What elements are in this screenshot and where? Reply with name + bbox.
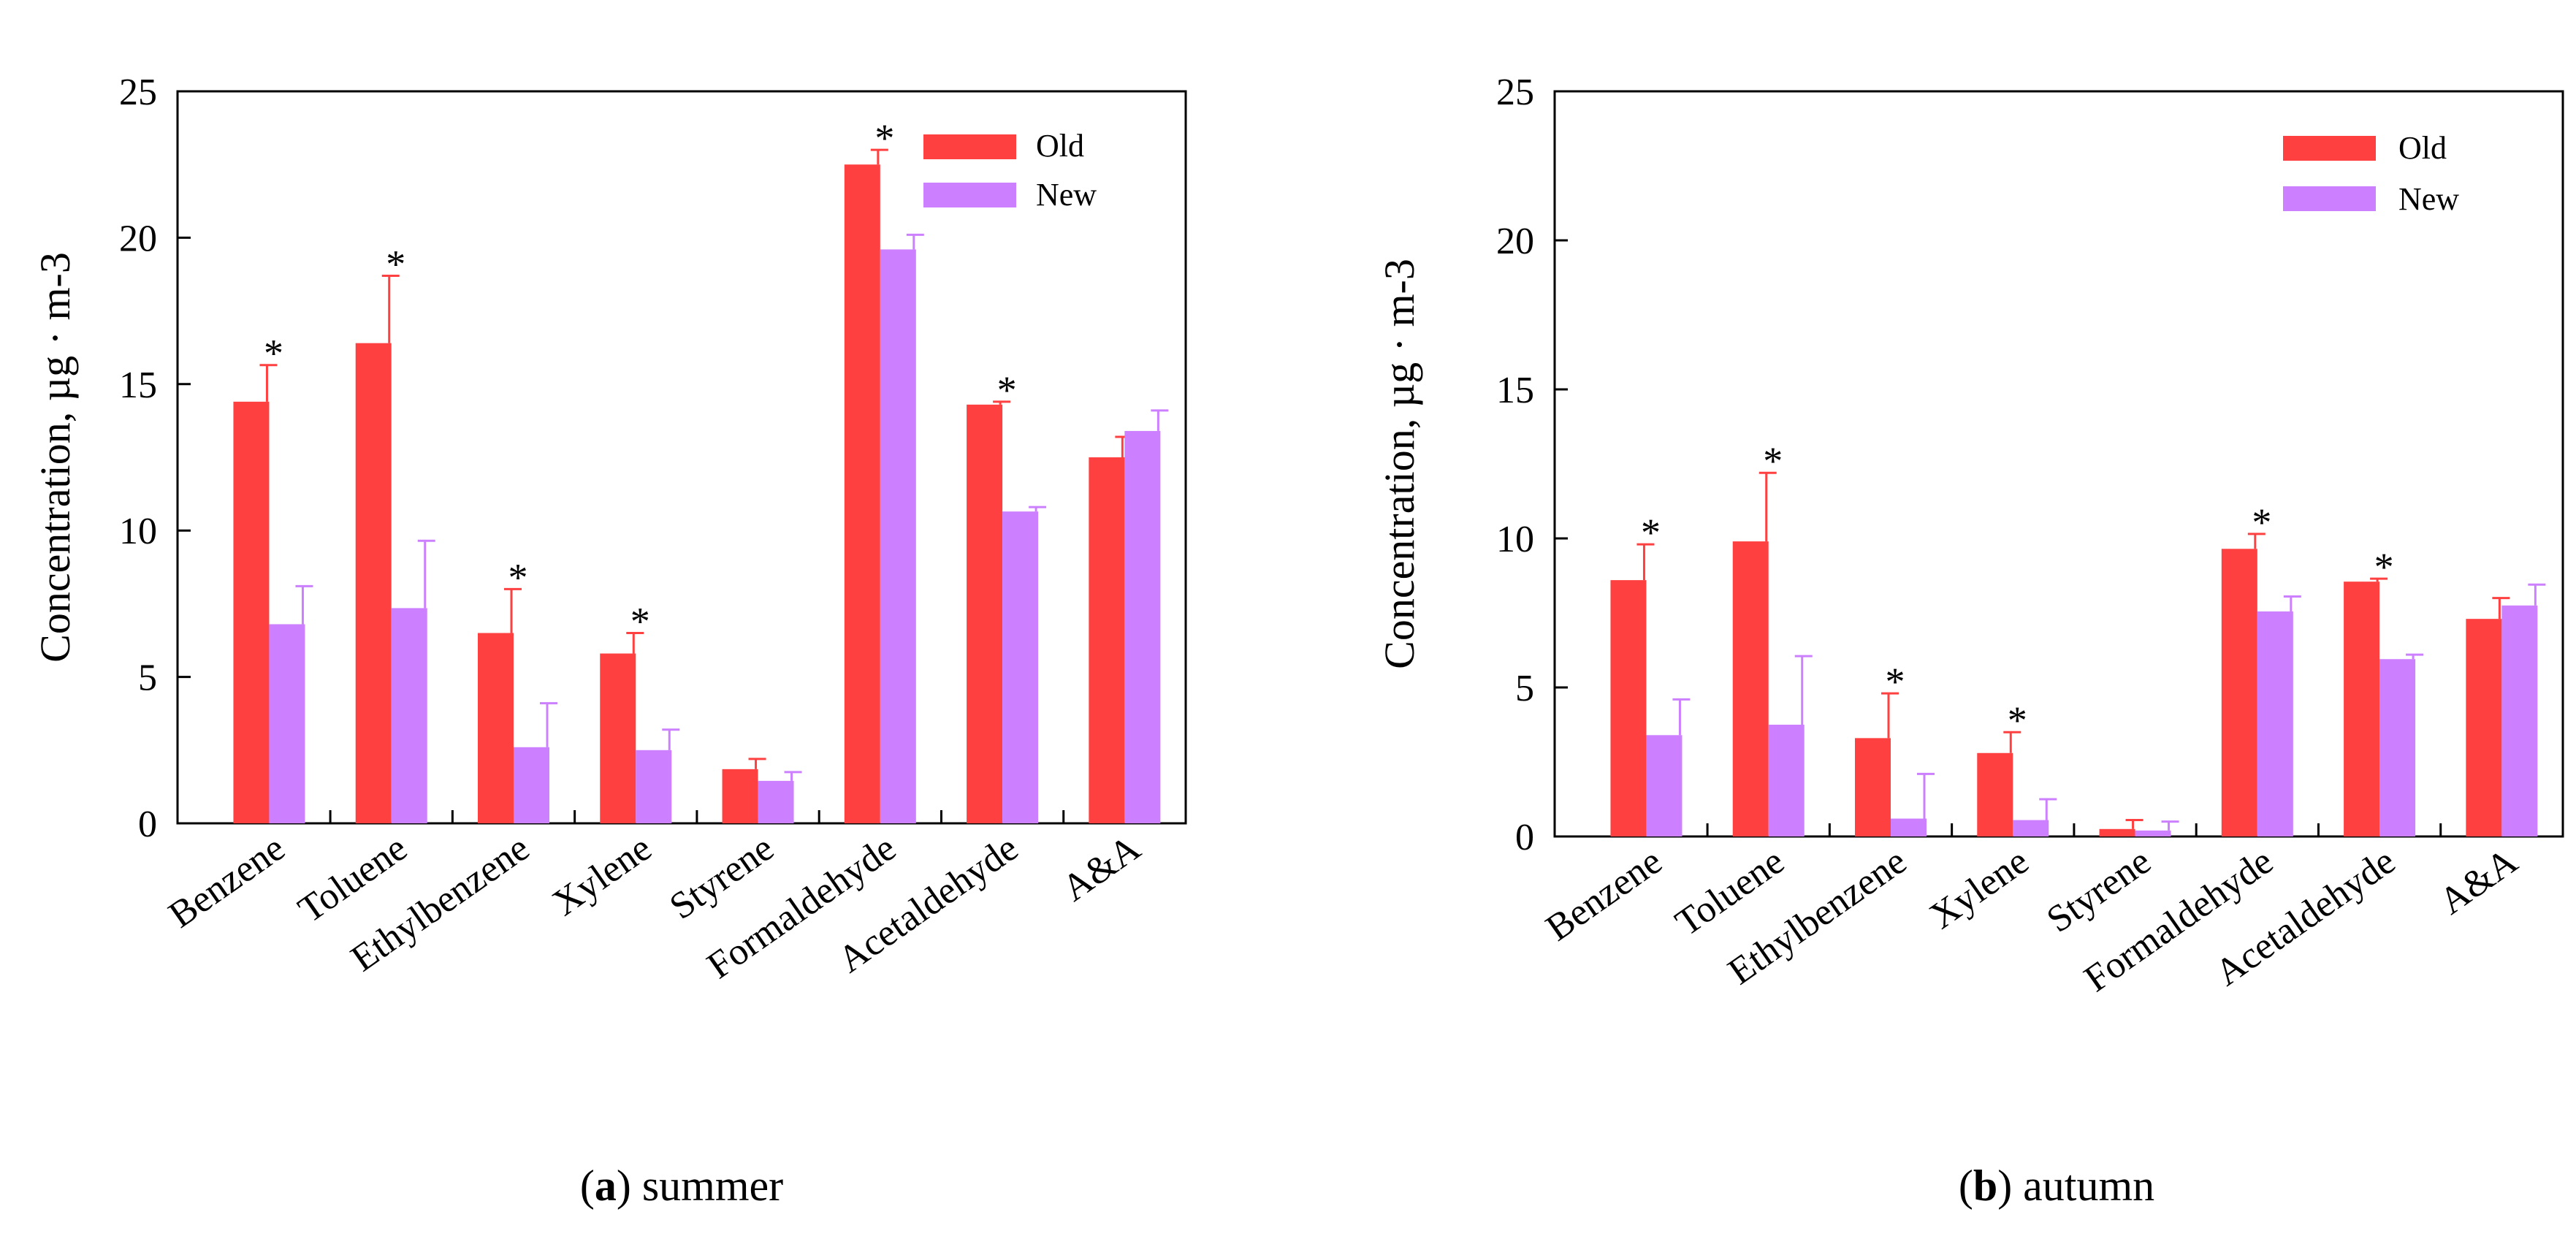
bar-old-toluene <box>355 343 392 823</box>
bar-new-styrene <box>758 780 794 823</box>
bars-group <box>1610 471 2546 836</box>
legend-label-new: New <box>1036 177 1097 213</box>
y-tick-label: 25 <box>1496 72 1534 113</box>
category-label-benzene: Benzene <box>161 827 292 936</box>
legend-swatch-new <box>2283 186 2376 211</box>
bar-old-acetaldehyde <box>967 404 1003 823</box>
bar-new-formaldehyde <box>2257 611 2293 836</box>
bar-old-benzene <box>233 401 270 823</box>
significance-star-toluene: * <box>1763 439 1783 483</box>
y-tick-label: 5 <box>138 657 157 699</box>
significance-star-ethylbenzene: * <box>1886 660 1905 704</box>
bars-group <box>233 148 1169 823</box>
significance-star-benzene: * <box>264 332 283 375</box>
significance-markers: * * * * * * <box>1641 439 2394 742</box>
bar-new-formaldehyde <box>880 249 916 823</box>
bar-new-a-a <box>1124 430 1161 823</box>
significance-star-xylene: * <box>2008 698 2027 742</box>
y-tick-label: 15 <box>119 365 157 406</box>
bar-new-benzene <box>1646 735 1683 836</box>
bar-new-a-a <box>2501 605 2538 836</box>
bar-old-styrene <box>2099 828 2135 836</box>
plot-frame <box>1553 90 2564 838</box>
y-axis: 0 5 10 15 20 25 <box>119 72 191 845</box>
significance-star-formaldehyde: * <box>874 116 894 160</box>
legend-swatch-old <box>2283 136 2376 161</box>
significance-star-formaldehyde: * <box>2252 500 2271 544</box>
plot-frame <box>176 90 1187 825</box>
caption-a: (a) summer <box>580 1162 783 1210</box>
bar-old-formaldehyde <box>2221 549 2257 836</box>
bar-new-toluene <box>391 608 427 823</box>
bar-new-xylene <box>2013 820 2049 836</box>
legend-label-old: Old <box>2398 130 2447 166</box>
category-label-xylene: Xylene <box>1922 840 2036 937</box>
y-tick-label: 10 <box>119 511 157 552</box>
legend-label-new: New <box>2398 181 2459 217</box>
bar-old-styrene <box>722 769 758 823</box>
legend-swatch-new <box>923 183 1016 207</box>
bar-old-xylene <box>600 653 636 823</box>
y-tick-label: 20 <box>119 218 157 259</box>
bar-new-acetaldehyde <box>2379 659 2416 836</box>
caption-letter: b <box>1973 1162 1997 1210</box>
y-tick-label: 5 <box>1515 668 1534 709</box>
caption-b: (b) autumn <box>1959 1162 2154 1210</box>
legend-swatch-old <box>923 134 1016 159</box>
y-axis-title: Concentration, µg · m-3 <box>1376 259 1423 669</box>
y-tick-label: 0 <box>138 804 157 845</box>
category-label-xylene: Xylene <box>545 827 659 924</box>
bar-old-ethylbenzene <box>478 633 514 823</box>
bar-new-benzene <box>269 624 305 823</box>
category-label-a-a: A&A <box>2432 840 2526 923</box>
bar-old-ethylbenzene <box>1855 738 1891 836</box>
legend: Old New <box>923 128 1097 213</box>
bar-old-a-a <box>2466 619 2502 836</box>
legend-label-old: Old <box>1036 128 1084 164</box>
y-axis: 0 5 10 15 20 25 <box>1496 72 1568 858</box>
bar-old-xylene <box>1977 752 2013 836</box>
caption-letter: a <box>595 1162 617 1210</box>
y-tick-label: 15 <box>1496 370 1534 411</box>
caption-text: autumn <box>2023 1162 2154 1210</box>
category-label-benzene: Benzene <box>1539 840 1669 949</box>
bar-new-acetaldehyde <box>1002 511 1039 823</box>
significance-star-toluene: * <box>386 243 405 286</box>
significance-star-acetaldehyde: * <box>997 368 1017 412</box>
y-tick-label: 25 <box>119 72 157 113</box>
significance-markers: * * * * * * <box>264 116 1017 643</box>
bar-old-toluene <box>1732 541 1769 836</box>
significance-star-acetaldehyde: * <box>2374 545 2394 589</box>
bar-new-xylene <box>636 750 672 823</box>
significance-star-ethylbenzene: * <box>508 555 528 599</box>
y-axis-title: Concentration, µg · m-3 <box>31 252 79 663</box>
bar-old-acetaldehyde <box>2344 582 2380 836</box>
legend: Old New <box>2283 130 2459 217</box>
bar-old-a-a <box>1089 457 1125 823</box>
y-tick-label: 10 <box>1496 519 1534 560</box>
y-tick-label: 20 <box>1496 221 1534 262</box>
category-label-a-a: A&A <box>1055 827 1148 910</box>
significance-star-benzene: * <box>1641 511 1661 554</box>
bar-new-styrene <box>2135 830 2171 836</box>
significance-star-xylene: * <box>630 599 650 643</box>
bar-old-benzene <box>1610 580 1647 836</box>
bar-old-formaldehyde <box>844 164 880 823</box>
bar-new-ethylbenzene <box>514 747 549 823</box>
y-tick-label: 0 <box>1515 817 1534 858</box>
bar-new-ethylbenzene <box>1891 818 1927 836</box>
caption-text: summer <box>642 1162 783 1210</box>
bar-new-toluene <box>1768 725 1805 836</box>
